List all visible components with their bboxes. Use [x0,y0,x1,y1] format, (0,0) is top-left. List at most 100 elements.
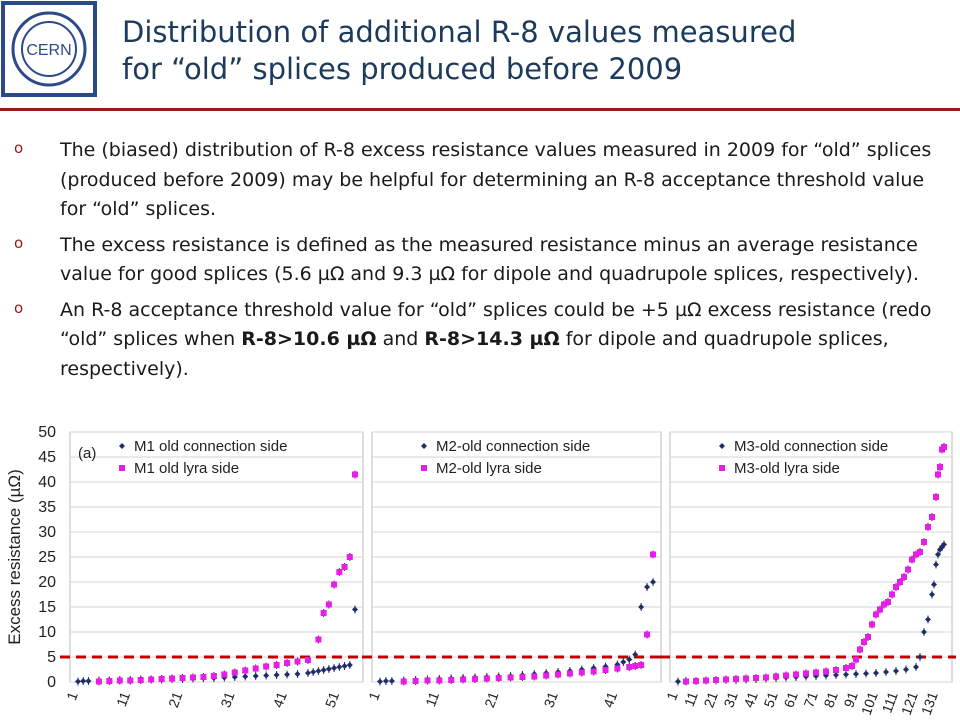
data-point-connection [284,671,291,678]
data-point-connection [382,678,389,684]
x-tick-label: 21 [481,689,501,709]
data-point-lyra [543,672,550,679]
data-point-connection [632,651,639,658]
data-point-connection [933,561,939,568]
data-point-lyra [889,591,895,598]
data-point-lyra [231,669,238,676]
y-tick-label: 30 [38,524,56,541]
data-point-lyra [507,674,514,681]
cern-logo: CERN [1,1,97,97]
x-tick-label: 1 [663,689,681,702]
data-point-lyra [833,667,839,673]
bullet-text: The excess resistance is defined as the … [60,233,919,286]
data-point-lyra [881,601,887,608]
data-point-lyra [823,668,829,675]
data-point-connection [263,672,270,679]
y-tick-label: 45 [38,449,56,466]
x-tick-label: 1 [63,689,81,702]
data-point-lyra [913,551,919,558]
legend-marker-lyra [421,465,427,471]
data-point-connection [315,668,322,674]
y-tick-label: 40 [38,474,56,491]
data-point-lyra [905,566,911,573]
data-point-lyra [95,678,102,685]
data-point-lyra [116,677,123,684]
data-point-lyra [849,663,855,669]
data-point-connection [863,670,869,677]
data-point-connection [377,678,383,685]
y-tick-label: 25 [38,549,56,566]
data-point-lyra [897,579,903,585]
data-point-connection [304,670,311,676]
data-point-lyra [857,646,863,653]
data-point-lyra [723,676,729,683]
data-point-connection [336,664,343,670]
data-point-connection [843,671,849,678]
data-point-connection [388,678,395,684]
x-tick-label: 31 [540,689,560,709]
legend-label: M1 old connection side [134,438,287,455]
data-point-lyra [320,610,327,616]
x-tick-label: 21 [700,689,720,709]
data-point-lyra [626,664,633,670]
data-point-lyra [483,675,490,682]
bullet-item: o The excess resistance is defined as th… [14,231,944,290]
data-point-connection [638,604,645,610]
data-point-connection [853,671,859,677]
data-point-lyra [315,636,322,643]
panel-label: (a) [78,445,96,462]
data-point-lyra [304,657,311,663]
data-point-lyra [861,639,867,645]
data-point-connection [75,678,81,685]
y-tick-label: 15 [38,599,56,616]
y-axis-label: Excess resistance (µΩ) [5,469,24,645]
data-point-lyra [925,524,931,530]
data-point-connection [873,670,879,676]
x-tick-label: 111 [879,689,901,715]
data-point-lyra [921,539,927,545]
data-point-lyra [877,606,883,613]
y-tick-label: 50 [38,424,56,441]
data-point-lyra [294,658,301,665]
data-point-lyra [935,471,941,478]
data-point-lyra [813,669,819,676]
bullet-bold-threshold-quadrupole: R-8>14.3 µΩ [424,328,560,350]
bullet-marker-icon: o [14,139,24,157]
legend-label: M3-old connection side [734,438,888,455]
data-point-lyra [929,514,935,520]
data-point-lyra [106,678,113,684]
data-point-lyra [873,611,879,618]
data-point-lyra [412,678,419,684]
data-point-connection [675,678,681,685]
data-point-lyra [793,671,799,678]
x-tick-label: 91 [840,689,860,709]
data-point-lyra [614,665,621,672]
data-point-lyra [495,675,502,681]
x-tick-label: 1 [365,689,383,702]
data-point-connection [941,541,947,548]
bullet-item: o An R-8 acceptance threshold value for … [14,296,944,385]
y-tick-label: 5 [47,649,56,666]
data-point-lyra [346,554,353,560]
data-point-lyra [713,677,719,683]
data-point-lyra [158,676,165,682]
data-point-connection [925,616,931,623]
data-point-lyra [683,678,689,685]
data-point-lyra [341,564,348,570]
y-tick-label: 0 [47,674,56,691]
data-point-connection [310,669,317,675]
data-point-connection [833,672,839,678]
data-point-lyra [901,574,907,580]
x-tick-label: 11 [113,689,133,708]
legend-marker-lyra [119,465,125,471]
data-point-connection [252,673,259,679]
data-point-connection [650,579,656,585]
data-point-lyra [336,569,343,575]
x-tick-label: 131 [918,689,941,717]
bullet-bold-threshold-dipole: R-8>10.6 µΩ [241,328,377,350]
data-point-lyra [400,678,407,685]
data-point-lyra [843,665,849,671]
y-tick-label: 35 [38,499,56,516]
data-point-lyra [578,669,585,676]
x-tick-label: 31 [720,689,740,709]
